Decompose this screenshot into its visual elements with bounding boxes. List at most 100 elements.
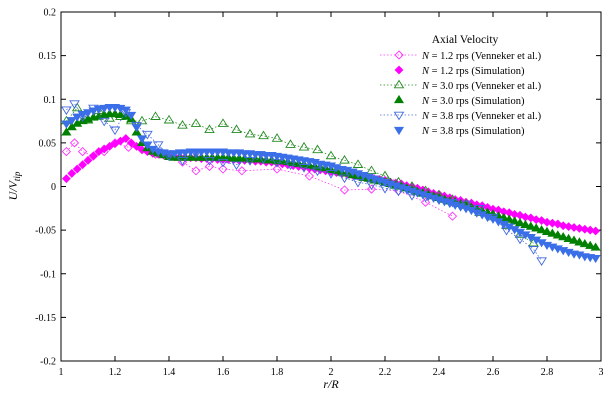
data-point [177, 157, 188, 166]
legend-label: N = 1.2 rps (Venneker et al.) [421, 51, 542, 62]
y-tick-label: 0.1 [44, 95, 57, 106]
y-tick-label: 0 [51, 182, 56, 193]
data-point [67, 168, 77, 178]
legend-label: N = 3.0 rps (Venneker et al.) [421, 81, 542, 92]
data-point [574, 223, 584, 233]
data-point [61, 106, 72, 116]
legend-label: N = 3.0 rps (Simulation) [421, 96, 525, 107]
data-point [61, 146, 72, 157]
x-tick-label: 1.2 [109, 367, 122, 378]
data-point [88, 151, 98, 161]
data-point [136, 135, 148, 144]
data-point [78, 160, 88, 170]
data-point [217, 118, 229, 127]
legend-item: N = 3.8 rps (Venneker et al.) [380, 111, 542, 122]
data-point [61, 120, 72, 129]
data-point [285, 161, 296, 171]
data-point [231, 124, 242, 134]
data-point [115, 109, 126, 119]
data-point [352, 178, 364, 188]
data-point [163, 114, 175, 124]
data-point [69, 100, 80, 109]
data-point [558, 221, 568, 231]
data-point [568, 235, 580, 244]
y-tick-label: -0.05 [35, 226, 56, 237]
series-line [66, 103, 542, 261]
legend-item: N = 1.2 rps (Venneker et al.) [380, 50, 542, 62]
data-point [237, 166, 247, 176]
data-point [312, 144, 323, 154]
data-point [520, 219, 531, 228]
data-point [72, 113, 83, 122]
data-point [204, 157, 215, 166]
data-point [204, 124, 215, 134]
data-point [580, 224, 590, 234]
data-point [69, 138, 80, 148]
legend-marker [393, 111, 405, 121]
legend-item: N = 3.8 rps (Simulation) [393, 126, 525, 137]
legend-marker [393, 79, 405, 89]
data-point [120, 106, 131, 115]
x-tick-label: 2 [329, 367, 334, 378]
data-point [552, 230, 563, 239]
legend-marker [394, 65, 404, 75]
data-point [191, 166, 201, 176]
data-point [126, 138, 136, 148]
legend: Axial Velocity N = 1.2 rps (Venneker et … [380, 34, 542, 137]
x-tick-label: 2.8 [541, 367, 554, 378]
series-line [66, 142, 453, 217]
x-axis-title: r/R [323, 377, 339, 391]
data-point [204, 161, 215, 172]
data-point [88, 107, 99, 116]
data-point [564, 222, 574, 232]
data-point [152, 141, 164, 150]
plot-frame [60, 11, 602, 362]
data-point [109, 126, 121, 136]
y-tick-label: 0.15 [39, 51, 57, 62]
series-6 [61, 104, 601, 264]
data-point [217, 158, 229, 168]
data-point [514, 218, 526, 227]
data-point [121, 134, 131, 143]
data-point [298, 141, 310, 151]
data-point [120, 111, 131, 120]
data-point [591, 226, 601, 236]
x-tick-label: 1 [59, 367, 64, 378]
data-point [366, 181, 377, 191]
data-point [72, 164, 82, 174]
x-tick-label: 2.6 [487, 367, 500, 378]
data-point [509, 216, 520, 225]
data-point [258, 130, 269, 140]
axis-ticks: 1 1.2 1.4 1.6 1.8 2 2.2 2.4 2.6 2.8 3 0.2 0.15 0.1 0.0… [35, 8, 603, 379]
data-point [536, 257, 547, 267]
data-point [61, 127, 72, 136]
data-point [542, 217, 552, 227]
data-point [558, 232, 569, 241]
data-point [574, 237, 585, 246]
data-point [190, 118, 202, 127]
data-point [366, 184, 377, 194]
data-point [366, 165, 377, 175]
data-point [585, 240, 596, 249]
data-point [339, 185, 350, 195]
legend-label: N = 1.2 rps (Simulation) [421, 66, 525, 77]
y-tick-label: -0.15 [35, 313, 56, 324]
x-tick-label: 1.6 [217, 367, 230, 378]
data-point [569, 223, 579, 232]
data-point [304, 171, 315, 181]
data-point [547, 228, 558, 237]
data-point [312, 167, 323, 177]
legend-marker [393, 94, 405, 104]
data-point [231, 161, 242, 171]
data-point [590, 254, 601, 264]
legend-label: N = 3.8 rps (Simulation) [421, 126, 525, 137]
legend-item: N = 1.2 rps (Simulation) [394, 65, 525, 77]
data-point [547, 218, 557, 228]
data-point [83, 155, 93, 165]
data-point [531, 223, 542, 232]
x-tick-label: 2.4 [433, 367, 446, 378]
data-point [536, 225, 547, 234]
data-point [244, 128, 256, 138]
x-tick-label: 1.4 [163, 367, 176, 378]
